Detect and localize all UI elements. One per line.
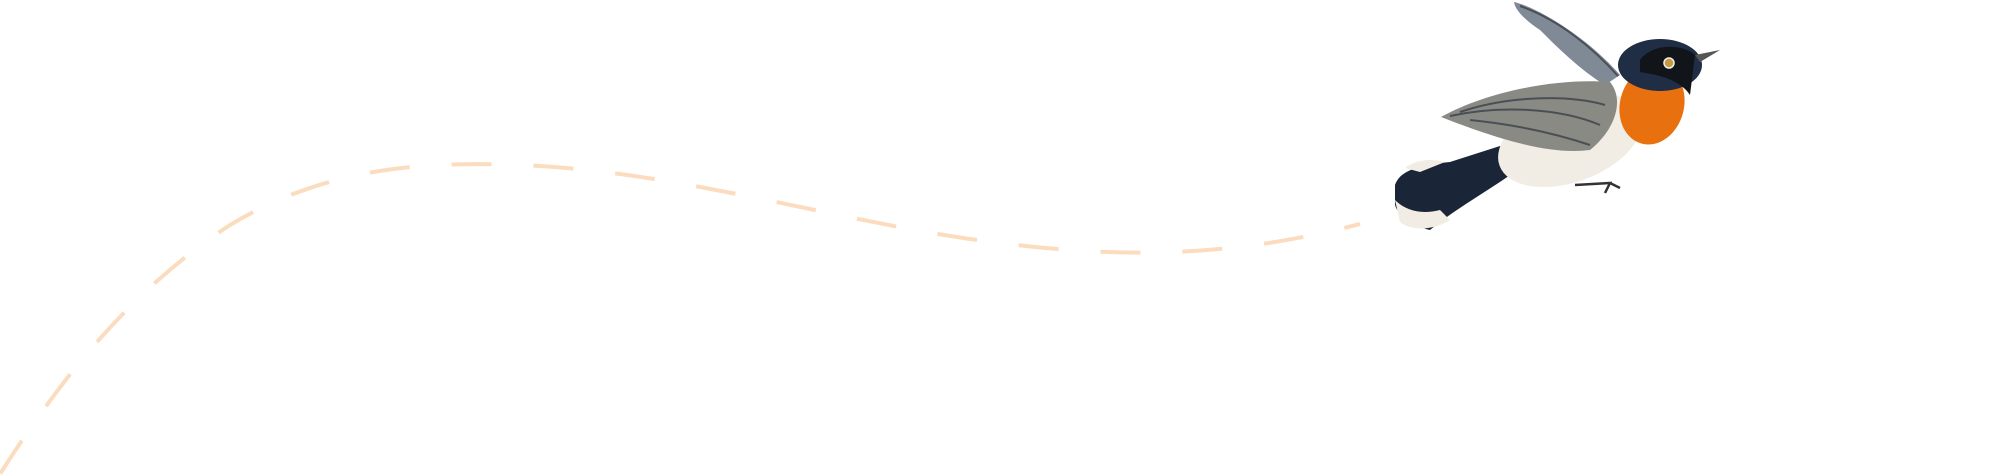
bird-eye <box>1663 57 1675 69</box>
bird-beak <box>1695 50 1720 62</box>
dashed-flight-path <box>0 162 1361 474</box>
bird-lower-wing <box>1441 81 1618 151</box>
bird-illustration <box>1395 2 1720 230</box>
bird-foot <box>1574 181 1621 194</box>
bird-upper-wing <box>1514 2 1620 85</box>
